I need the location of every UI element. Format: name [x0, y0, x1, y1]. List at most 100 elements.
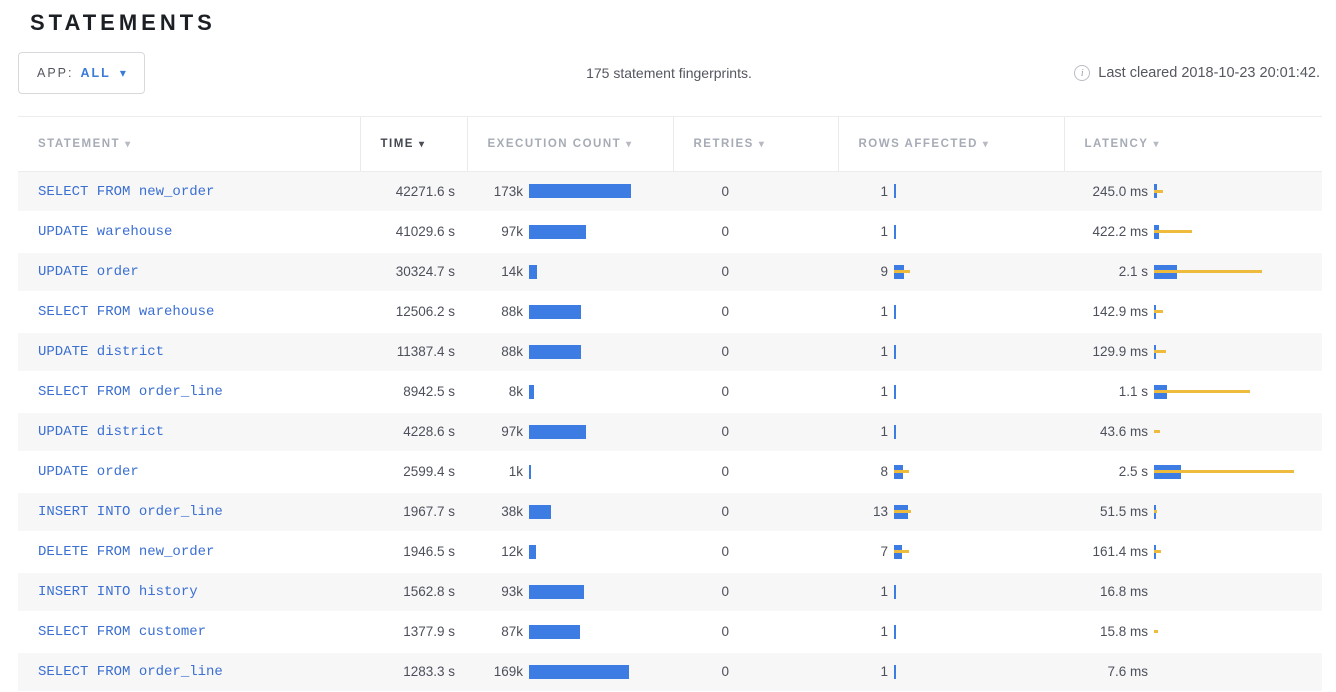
statement-cell: UPDATE district [18, 411, 360, 453]
latency-bar-dev [1154, 350, 1166, 353]
column-header-exec[interactable]: EXECUTION COUNT ▾ [466, 116, 673, 172]
column-header-statement[interactable]: STATEMENT ▾ [18, 116, 360, 172]
table-body: SELECT FROM new_order 42271.6 s 173k 0 1 245.… [18, 171, 1322, 692]
exec-cell: 88k [467, 291, 673, 333]
table-row[interactable]: SELECT FROM new_order 42271.6 s 173k 0 1 245.… [18, 171, 1322, 213]
latency-bar-dev [1154, 270, 1262, 273]
sort-arrow-icon: ▾ [626, 139, 633, 150]
table-row[interactable]: UPDATE district 11387.4 s 88k 0 1 129.9 ms [18, 331, 1322, 373]
statement-cell: INSERT INTO order_line [18, 491, 360, 533]
rows-cell: 1 [838, 611, 1064, 653]
info-icon[interactable]: i [1074, 65, 1091, 81]
statement-link[interactable]: UPDATE order [38, 464, 139, 480]
table-row[interactable]: INSERT INTO history 1562.8 s 93k 0 1 16.8 ms [18, 571, 1322, 613]
table-row[interactable]: SELECT FROM warehouse 12506.2 s 88k 0 1 142.9… [18, 291, 1322, 333]
statement-link[interactable]: SELECT FROM new_order [38, 183, 215, 200]
retries-cell: 0 [673, 531, 838, 573]
exec-bar-mean [529, 384, 534, 399]
retries-cell: 0 [673, 411, 838, 453]
statement-link[interactable]: UPDATE district [38, 424, 165, 440]
exec-bar [529, 624, 673, 640]
exec-bar-mean [529, 664, 629, 679]
table-row[interactable]: INSERT INTO order_line 1967.7 s 38k 0 13 51.5… [18, 491, 1322, 533]
table-row[interactable]: DELETE FROM new_order 1946.5 s 12k 0 7 161.4 … [18, 531, 1322, 573]
column-label: LATENCY [1084, 138, 1149, 150]
exec-bar-mean [529, 624, 580, 639]
retries-value: 0 [721, 264, 729, 279]
latency-value: 15.8 ms [1099, 624, 1148, 639]
latency-bar [1154, 544, 1322, 560]
time-cell: 42271.6 s [360, 171, 467, 213]
exec-value: 12k [501, 544, 523, 559]
statement-link[interactable]: UPDATE district [38, 344, 165, 360]
column-header-time[interactable]: TIME ▾ [359, 116, 467, 172]
statement-cell: INSERT INTO history [18, 571, 360, 613]
time-cell: 30324.7 s [360, 251, 467, 293]
table-header-row: STATEMENT ▾ TIME ▾ EXECUTION COUNT ▾ RETRIES ▾ R… [18, 116, 1322, 172]
rows-cell: 1 [838, 211, 1064, 253]
table-row[interactable]: UPDATE order 30324.7 s 14k 0 9 2.1 s [18, 251, 1322, 293]
statement-link[interactable]: SELECT FROM order_line [38, 664, 223, 680]
rows-bar [894, 624, 1064, 640]
latency-value: 43.6 ms [1099, 424, 1148, 439]
latency-cell: 16.8 ms [1064, 571, 1322, 613]
app-filter-dropdown[interactable]: APP: ALL ▾ [18, 52, 145, 94]
latency-cell: 161.4 ms [1064, 531, 1322, 573]
rows-value: 7 [880, 544, 888, 559]
statement-link[interactable]: INSERT INTO history [38, 584, 198, 600]
latency-bar [1154, 664, 1322, 680]
rows-bar-mean [894, 664, 896, 679]
sort-arrow-icon: ▾ [758, 139, 766, 150]
last-cleared-text: Last cleared 2018-10-23 20:01:42. [1098, 65, 1320, 81]
column-header-retries[interactable]: RETRIES ▾ [672, 116, 838, 172]
statement-link[interactable]: UPDATE order [38, 264, 139, 280]
rows-bar [894, 304, 1064, 320]
exec-value: 97k [501, 424, 523, 439]
statement-link[interactable]: DELETE FROM new_order [38, 544, 215, 560]
latency-cell: 15.8 ms [1064, 611, 1322, 653]
exec-value: 14k [501, 264, 523, 279]
table-row[interactable]: UPDATE district 4228.6 s 97k 0 1 43.6 ms [18, 411, 1322, 453]
table-row[interactable]: SELECT FROM order_line 1283.3 s 169k 0 1 7.6 … [18, 651, 1322, 692]
rows-value: 1 [880, 304, 888, 319]
exec-bar-mean [529, 424, 586, 439]
latency-value: 161.4 ms [1092, 544, 1148, 559]
time-cell: 41029.6 s [360, 211, 467, 253]
exec-bar [529, 224, 673, 240]
latency-cell: 129.9 ms [1064, 331, 1322, 373]
latency-cell: 7.6 ms [1064, 651, 1322, 692]
sort-arrow-icon: ▾ [982, 139, 990, 150]
statement-link[interactable]: SELECT FROM order_line [38, 384, 223, 400]
statement-link[interactable]: UPDATE warehouse [38, 224, 173, 240]
retries-cell: 0 [673, 331, 838, 373]
statement-cell: DELETE FROM new_order [18, 531, 360, 573]
statement-link[interactable]: INSERT INTO order_line [38, 504, 223, 520]
rows-cell: 7 [838, 531, 1064, 573]
latency-bar-dev [1154, 390, 1250, 393]
rows-bar [894, 183, 1064, 199]
rows-bar [894, 544, 1064, 560]
rows-value: 1 [880, 183, 888, 199]
table-row[interactable]: SELECT FROM order_line 8942.5 s 8k 0 1 1.1 s [18, 371, 1322, 413]
column-header-rows[interactable]: ROWS AFFECTED ▾ [837, 116, 1064, 172]
sort-arrow-icon: ▾ [418, 139, 426, 150]
retries-value: 0 [721, 304, 729, 319]
latency-value: 2.5 s [1118, 464, 1148, 479]
exec-bar-mean [529, 344, 581, 359]
retries-cell: 0 [673, 291, 838, 333]
table-row[interactable]: UPDATE order 2599.4 s 1k 0 8 2.5 s [18, 451, 1322, 493]
statement-link[interactable]: SELECT FROM warehouse [38, 304, 215, 320]
column-label: STATEMENT [38, 138, 121, 150]
table-row[interactable]: SELECT FROM customer 1377.9 s 87k 0 1 15.8 ms [18, 611, 1322, 653]
rows-bar [894, 384, 1064, 400]
exec-value: 97k [501, 224, 523, 239]
column-header-latency[interactable]: LATENCY ▾ [1063, 116, 1322, 172]
table-row[interactable]: UPDATE warehouse 41029.6 s 97k 0 1 422.2 ms [18, 211, 1322, 253]
retries-value: 0 [721, 664, 729, 679]
time-cell: 4228.6 s [360, 411, 467, 453]
exec-value: 173k [493, 183, 523, 199]
statement-link[interactable]: SELECT FROM customer [38, 624, 207, 640]
retries-cell: 0 [673, 371, 838, 413]
rows-value: 1 [880, 624, 888, 639]
exec-cell: 97k [467, 411, 673, 453]
